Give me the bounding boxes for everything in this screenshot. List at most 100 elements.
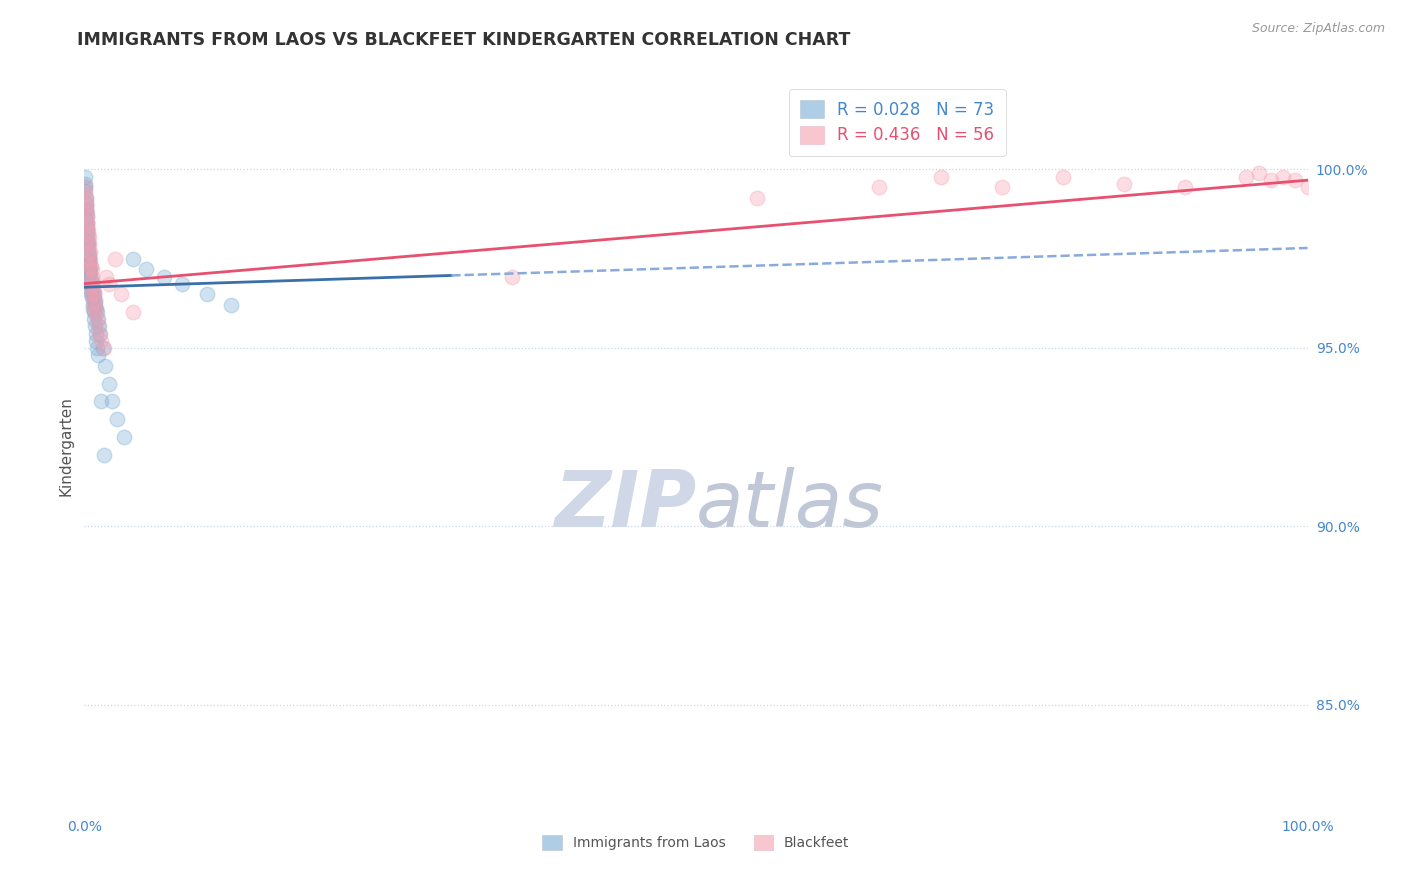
Point: [83, 287, 105, 301]
Point: [96, 269, 118, 284]
Point: [86, 312, 108, 326]
Point: [83, 284, 105, 298]
Point: [80, 273, 103, 287]
Point: [76, 227, 98, 241]
Point: [75, 191, 97, 205]
Point: [84, 326, 107, 341]
Point: [80, 284, 103, 298]
Point: [87, 312, 110, 326]
Point: [87, 326, 110, 341]
Point: [110, 287, 132, 301]
Point: [77, 244, 100, 259]
Point: [122, 252, 145, 266]
Point: [83, 287, 105, 301]
Point: [86, 341, 108, 355]
Point: [76, 237, 98, 252]
Point: [1272, 169, 1295, 184]
Point: [76, 219, 98, 234]
Point: [84, 301, 107, 316]
Point: [929, 169, 952, 184]
Point: [77, 262, 100, 277]
Point: [77, 237, 100, 252]
Point: [83, 294, 105, 309]
Point: [153, 269, 176, 284]
Point: [77, 223, 100, 237]
Point: [869, 180, 891, 194]
Point: [89, 326, 111, 341]
Point: [77, 252, 100, 266]
Y-axis label: Kindergarten: Kindergarten: [58, 396, 73, 496]
Point: [76, 209, 98, 223]
Point: [76, 230, 98, 244]
Point: [76, 205, 98, 219]
Point: [80, 262, 103, 277]
Point: [75, 187, 97, 202]
Point: [79, 262, 101, 277]
Text: IMMIGRANTS FROM LAOS VS BLACKFEET KINDERGARTEN CORRELATION CHART: IMMIGRANTS FROM LAOS VS BLACKFEET KINDER…: [77, 31, 851, 49]
Point: [91, 341, 114, 355]
Point: [1247, 166, 1270, 180]
Point: [195, 287, 218, 301]
Point: [75, 212, 97, 227]
Point: [75, 191, 97, 205]
Point: [1236, 169, 1258, 184]
Point: [75, 180, 97, 194]
Point: [79, 273, 101, 287]
Point: [83, 305, 105, 319]
Point: [75, 205, 97, 219]
Point: [79, 252, 101, 266]
Point: [75, 177, 97, 191]
Point: [83, 291, 105, 305]
Point: [84, 301, 107, 316]
Point: [135, 262, 157, 277]
Point: [84, 298, 107, 312]
Point: [87, 319, 110, 334]
Point: [76, 244, 98, 259]
Point: [77, 255, 100, 269]
Point: [79, 269, 101, 284]
Point: [79, 277, 101, 291]
Point: [82, 269, 104, 284]
Point: [1174, 180, 1197, 194]
Point: [77, 237, 100, 252]
Point: [76, 216, 98, 230]
Point: [75, 198, 97, 212]
Point: [80, 277, 103, 291]
Point: [82, 301, 104, 316]
Point: [79, 266, 101, 280]
Point: [90, 394, 112, 409]
Point: [82, 298, 104, 312]
Point: [75, 198, 97, 212]
Point: [93, 448, 115, 462]
Point: [75, 194, 97, 209]
Point: [94, 359, 117, 373]
Point: [105, 412, 128, 426]
Point: [76, 227, 98, 241]
Point: [80, 287, 103, 301]
Point: [79, 259, 101, 273]
Legend: Immigrants from Laos, Blackfeet: Immigrants from Laos, Blackfeet: [536, 829, 856, 857]
Point: [82, 280, 104, 294]
Point: [75, 202, 97, 216]
Point: [82, 298, 104, 312]
Text: Source: ZipAtlas.com: Source: ZipAtlas.com: [1251, 22, 1385, 36]
Point: [991, 180, 1014, 194]
Point: [93, 341, 115, 355]
Point: [75, 198, 97, 212]
Text: ZIP: ZIP: [554, 467, 696, 542]
Point: [79, 262, 101, 277]
Point: [80, 273, 103, 287]
Point: [1260, 173, 1282, 187]
Point: [79, 266, 101, 280]
Point: [97, 376, 120, 391]
Point: [502, 269, 524, 284]
Point: [77, 252, 100, 266]
Point: [122, 305, 145, 319]
Point: [82, 277, 104, 291]
Point: [73, 180, 96, 194]
Point: [76, 209, 98, 223]
Point: [84, 319, 107, 334]
Point: [97, 277, 120, 291]
Point: [83, 312, 105, 326]
Point: [83, 294, 105, 309]
